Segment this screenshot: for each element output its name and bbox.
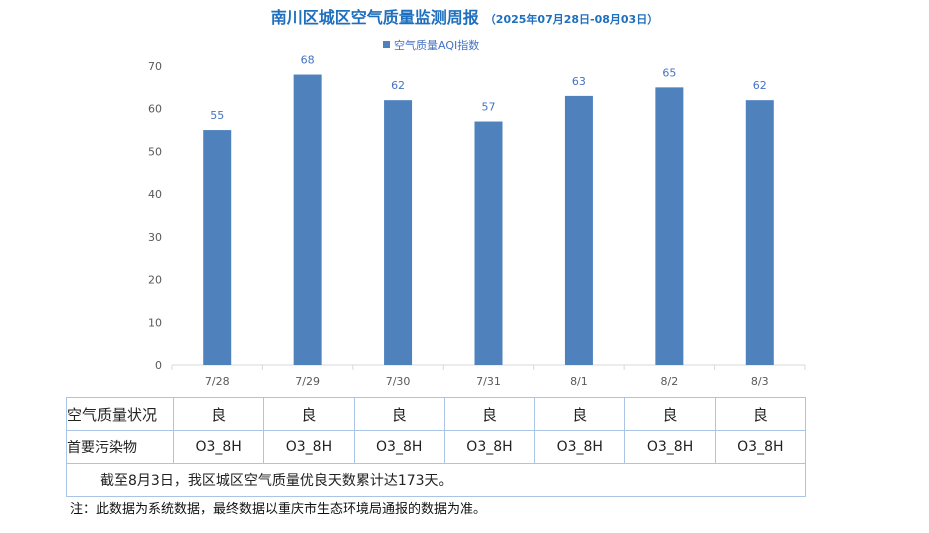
footnote: 注：此数据为系统数据，最终数据以重庆市生态环境局通报的数据为准。 bbox=[70, 502, 487, 517]
table-row-pollutant: 首要污染物 O3_8H O3_8H O3_8H O3_8H O3_8H O3_8… bbox=[66, 430, 807, 464]
y-tick-label: 30 bbox=[148, 231, 162, 244]
status-cell: 良 bbox=[624, 397, 716, 431]
bar bbox=[655, 87, 684, 365]
data-table: 空气质量状况 良 良 良 良 良 良 良 首要污染物 O3_8H O3_8H O… bbox=[66, 397, 807, 497]
pollutant-cell: O3_8H bbox=[172, 430, 265, 464]
data-label: 57 bbox=[482, 101, 496, 114]
status-cell: 良 bbox=[714, 397, 807, 431]
pollutant-cell: O3_8H bbox=[534, 430, 626, 464]
chart-title-area: 南川区城区空气质量监测周报 （2025年07月28日-08月03日） bbox=[0, 4, 929, 28]
table-row-summary: 截至8月3日，我区城区空气质量优良天数累计达173天。 bbox=[66, 463, 806, 497]
chart-legend: 空气质量AQI指数 bbox=[383, 37, 479, 53]
x-tick-label: 8/3 bbox=[751, 375, 769, 388]
y-tick-label: 10 bbox=[148, 316, 162, 329]
x-tick-label: 7/28 bbox=[205, 375, 230, 388]
y-tick-label: 60 bbox=[148, 103, 162, 116]
pollutant-cell: O3_8H bbox=[353, 430, 445, 464]
bar-chart: 0 10 20 30 40 50 60 70 55 7/28 68 7/29 62 7/30 57 7/31 6… bbox=[148, 54, 806, 388]
legend-swatch bbox=[383, 41, 390, 48]
chart-title: 南川区城区空气质量监测周报 bbox=[270, 8, 479, 27]
pollutant-cell: O3_8H bbox=[443, 430, 536, 464]
pollutant-cell: O3_8H bbox=[263, 430, 355, 464]
data-label: 65 bbox=[662, 66, 676, 79]
status-cell: 良 bbox=[263, 397, 355, 431]
y-tick-label: 40 bbox=[148, 188, 162, 201]
summary-text: 截至8月3日，我区城区空气质量优良天数累计达173天。 bbox=[66, 463, 806, 497]
table-row-status: 空气质量状况 良 良 良 良 良 良 良 bbox=[66, 397, 807, 431]
data-label: 55 bbox=[210, 109, 224, 122]
data-label: 68 bbox=[301, 54, 315, 67]
status-cell: 良 bbox=[353, 397, 445, 431]
bar bbox=[745, 100, 774, 366]
bar bbox=[203, 130, 232, 365]
bar bbox=[293, 74, 322, 366]
pollutant-cell: O3_8H bbox=[624, 430, 716, 464]
bar bbox=[474, 121, 503, 366]
x-tick-label: 7/30 bbox=[386, 375, 411, 388]
y-tick-label: 0 bbox=[155, 359, 162, 372]
status-cell: 良 bbox=[172, 397, 265, 431]
x-tick-label: 8/1 bbox=[570, 375, 588, 388]
data-label: 62 bbox=[753, 79, 767, 92]
bar bbox=[384, 100, 413, 366]
status-cell: 良 bbox=[534, 397, 626, 431]
pollutant-cell: O3_8H bbox=[714, 430, 807, 464]
x-tick-label: 7/31 bbox=[476, 375, 501, 388]
row-label-pollutant: 首要污染物 bbox=[66, 430, 174, 464]
data-label: 62 bbox=[391, 79, 405, 92]
data-label: 63 bbox=[572, 75, 586, 88]
x-tick-label: 7/29 bbox=[295, 375, 320, 388]
y-tick-label: 20 bbox=[148, 274, 162, 287]
legend-label: 空气质量AQI指数 bbox=[394, 39, 480, 52]
status-cell: 良 bbox=[443, 397, 536, 431]
chart-subtitle: （2025年07月28日-08月03日） bbox=[484, 13, 659, 26]
y-tick-label: 50 bbox=[148, 145, 162, 158]
x-tick-label: 8/2 bbox=[661, 375, 679, 388]
bar bbox=[564, 95, 593, 366]
y-tick-label: 70 bbox=[148, 60, 162, 73]
row-label-status: 空气质量状况 bbox=[66, 397, 174, 431]
